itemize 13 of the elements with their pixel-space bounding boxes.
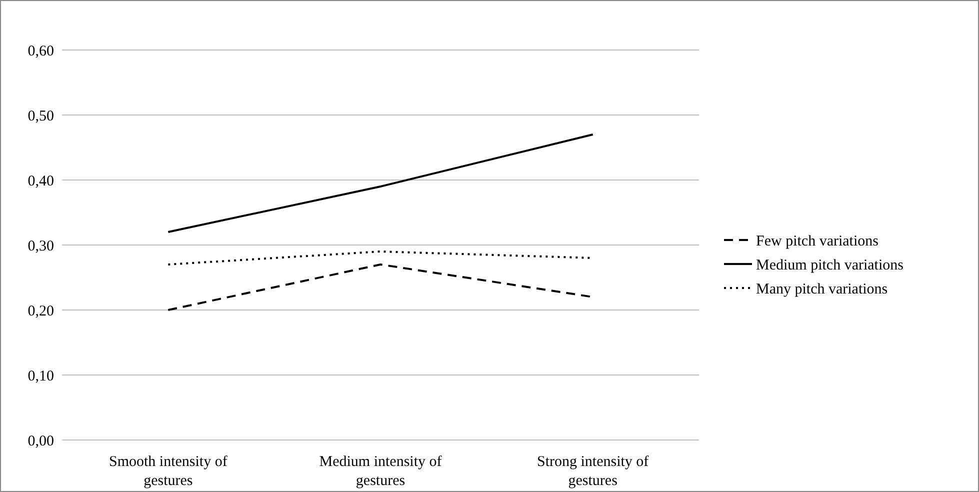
x-tick-label: Medium intensity of gestures	[319, 454, 442, 489]
legend-label: Medium pitch variations	[756, 257, 904, 274]
legend-label: Many pitch variations	[756, 281, 888, 298]
y-tick-label: 0,30	[28, 238, 54, 254]
legend-label: Few pitch variations	[756, 233, 879, 250]
y-tick-label: 0,00	[28, 433, 54, 450]
y-tick-label: 0,40	[28, 173, 54, 190]
y-tick-label: 0,60	[28, 43, 54, 60]
x-tick-label: Strong intensity of gestures	[536, 454, 649, 489]
y-tick-label: 0,20	[28, 303, 54, 320]
y-tick-label: 0,50	[28, 108, 54, 124]
y-tick-label: 0,10	[28, 368, 54, 384]
x-tick-label: Smooth intensity of gestures	[108, 454, 228, 489]
